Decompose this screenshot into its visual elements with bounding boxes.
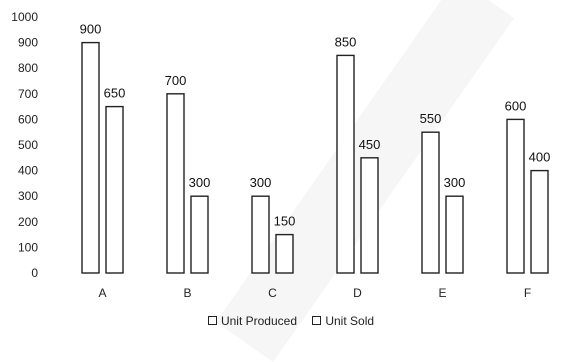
y-tick-label: 300 — [18, 189, 38, 203]
data-label-unit-produced-f: 600 — [505, 98, 527, 113]
legend-item-unit-sold: Unit Sold — [312, 314, 374, 328]
bar-unit-sold-a — [105, 105, 124, 274]
x-category-label: A — [98, 286, 106, 300]
x-category-label: F — [524, 286, 531, 300]
data-label-unit-sold-e: 300 — [444, 175, 466, 190]
legend-label-unit-sold: Unit Sold — [325, 314, 375, 328]
legend-item-unit-produced: Unit Produced — [207, 314, 297, 328]
legend-swatch-unit-produced — [207, 316, 217, 326]
data-label-unit-sold-b: 300 — [189, 175, 211, 190]
y-tick-label: 500 — [18, 138, 38, 152]
data-label-unit-produced-b: 700 — [165, 73, 187, 88]
data-label-unit-produced-c: 300 — [250, 175, 272, 190]
bar-unit-produced-c — [251, 195, 270, 274]
bar-unit-produced-e — [421, 131, 440, 274]
bar-unit-sold-e — [445, 195, 464, 274]
data-label-unit-produced-e: 550 — [420, 111, 442, 126]
y-tick-label: 900 — [18, 36, 38, 50]
bar-unit-sold-f — [530, 169, 549, 274]
x-category-label: C — [268, 286, 277, 300]
bar-unit-produced-b — [166, 93, 185, 274]
x-category-label: E — [438, 286, 446, 300]
bar-unit-sold-d — [360, 157, 379, 274]
legend-label-unit-produced: Unit Produced — [220, 314, 297, 328]
data-label-unit-sold-d: 450 — [359, 137, 381, 152]
chart-container: 0 100 200 300 400 500 600 700 800 900 1000 900 650 A 7… — [0, 10, 582, 328]
data-label-unit-produced-a: 900 — [80, 22, 102, 37]
data-label-unit-sold-c: 150 — [274, 214, 296, 229]
legend-swatch-unit-sold — [312, 316, 322, 326]
bar-chart: 0 100 200 300 400 500 600 700 800 900 1000 900 650 A 7… — [11, 10, 551, 300]
x-category-label: B — [183, 286, 191, 300]
bar-unit-sold-c — [275, 233, 294, 274]
x-category-label: D — [353, 286, 362, 300]
bar-unit-sold-b — [190, 195, 209, 274]
bar-unit-produced-d — [336, 54, 355, 274]
y-tick-label: 800 — [18, 61, 38, 75]
y-tick-label: 1000 — [11, 10, 38, 24]
chart-legend: Unit Produced Unit Sold — [0, 314, 582, 328]
bar-unit-produced-f — [506, 118, 525, 274]
data-label-unit-produced-d: 850 — [335, 34, 357, 49]
y-tick-label: 0 — [31, 266, 38, 280]
y-tick-label: 700 — [18, 87, 38, 101]
y-tick-label: 400 — [18, 164, 38, 178]
bar-unit-produced-a — [81, 41, 100, 274]
data-label-unit-sold-a: 650 — [104, 86, 126, 101]
y-tick-label: 600 — [18, 112, 38, 126]
data-label-unit-sold-f: 400 — [529, 150, 551, 165]
y-tick-label: 100 — [18, 240, 38, 254]
y-tick-label: 200 — [18, 215, 38, 229]
